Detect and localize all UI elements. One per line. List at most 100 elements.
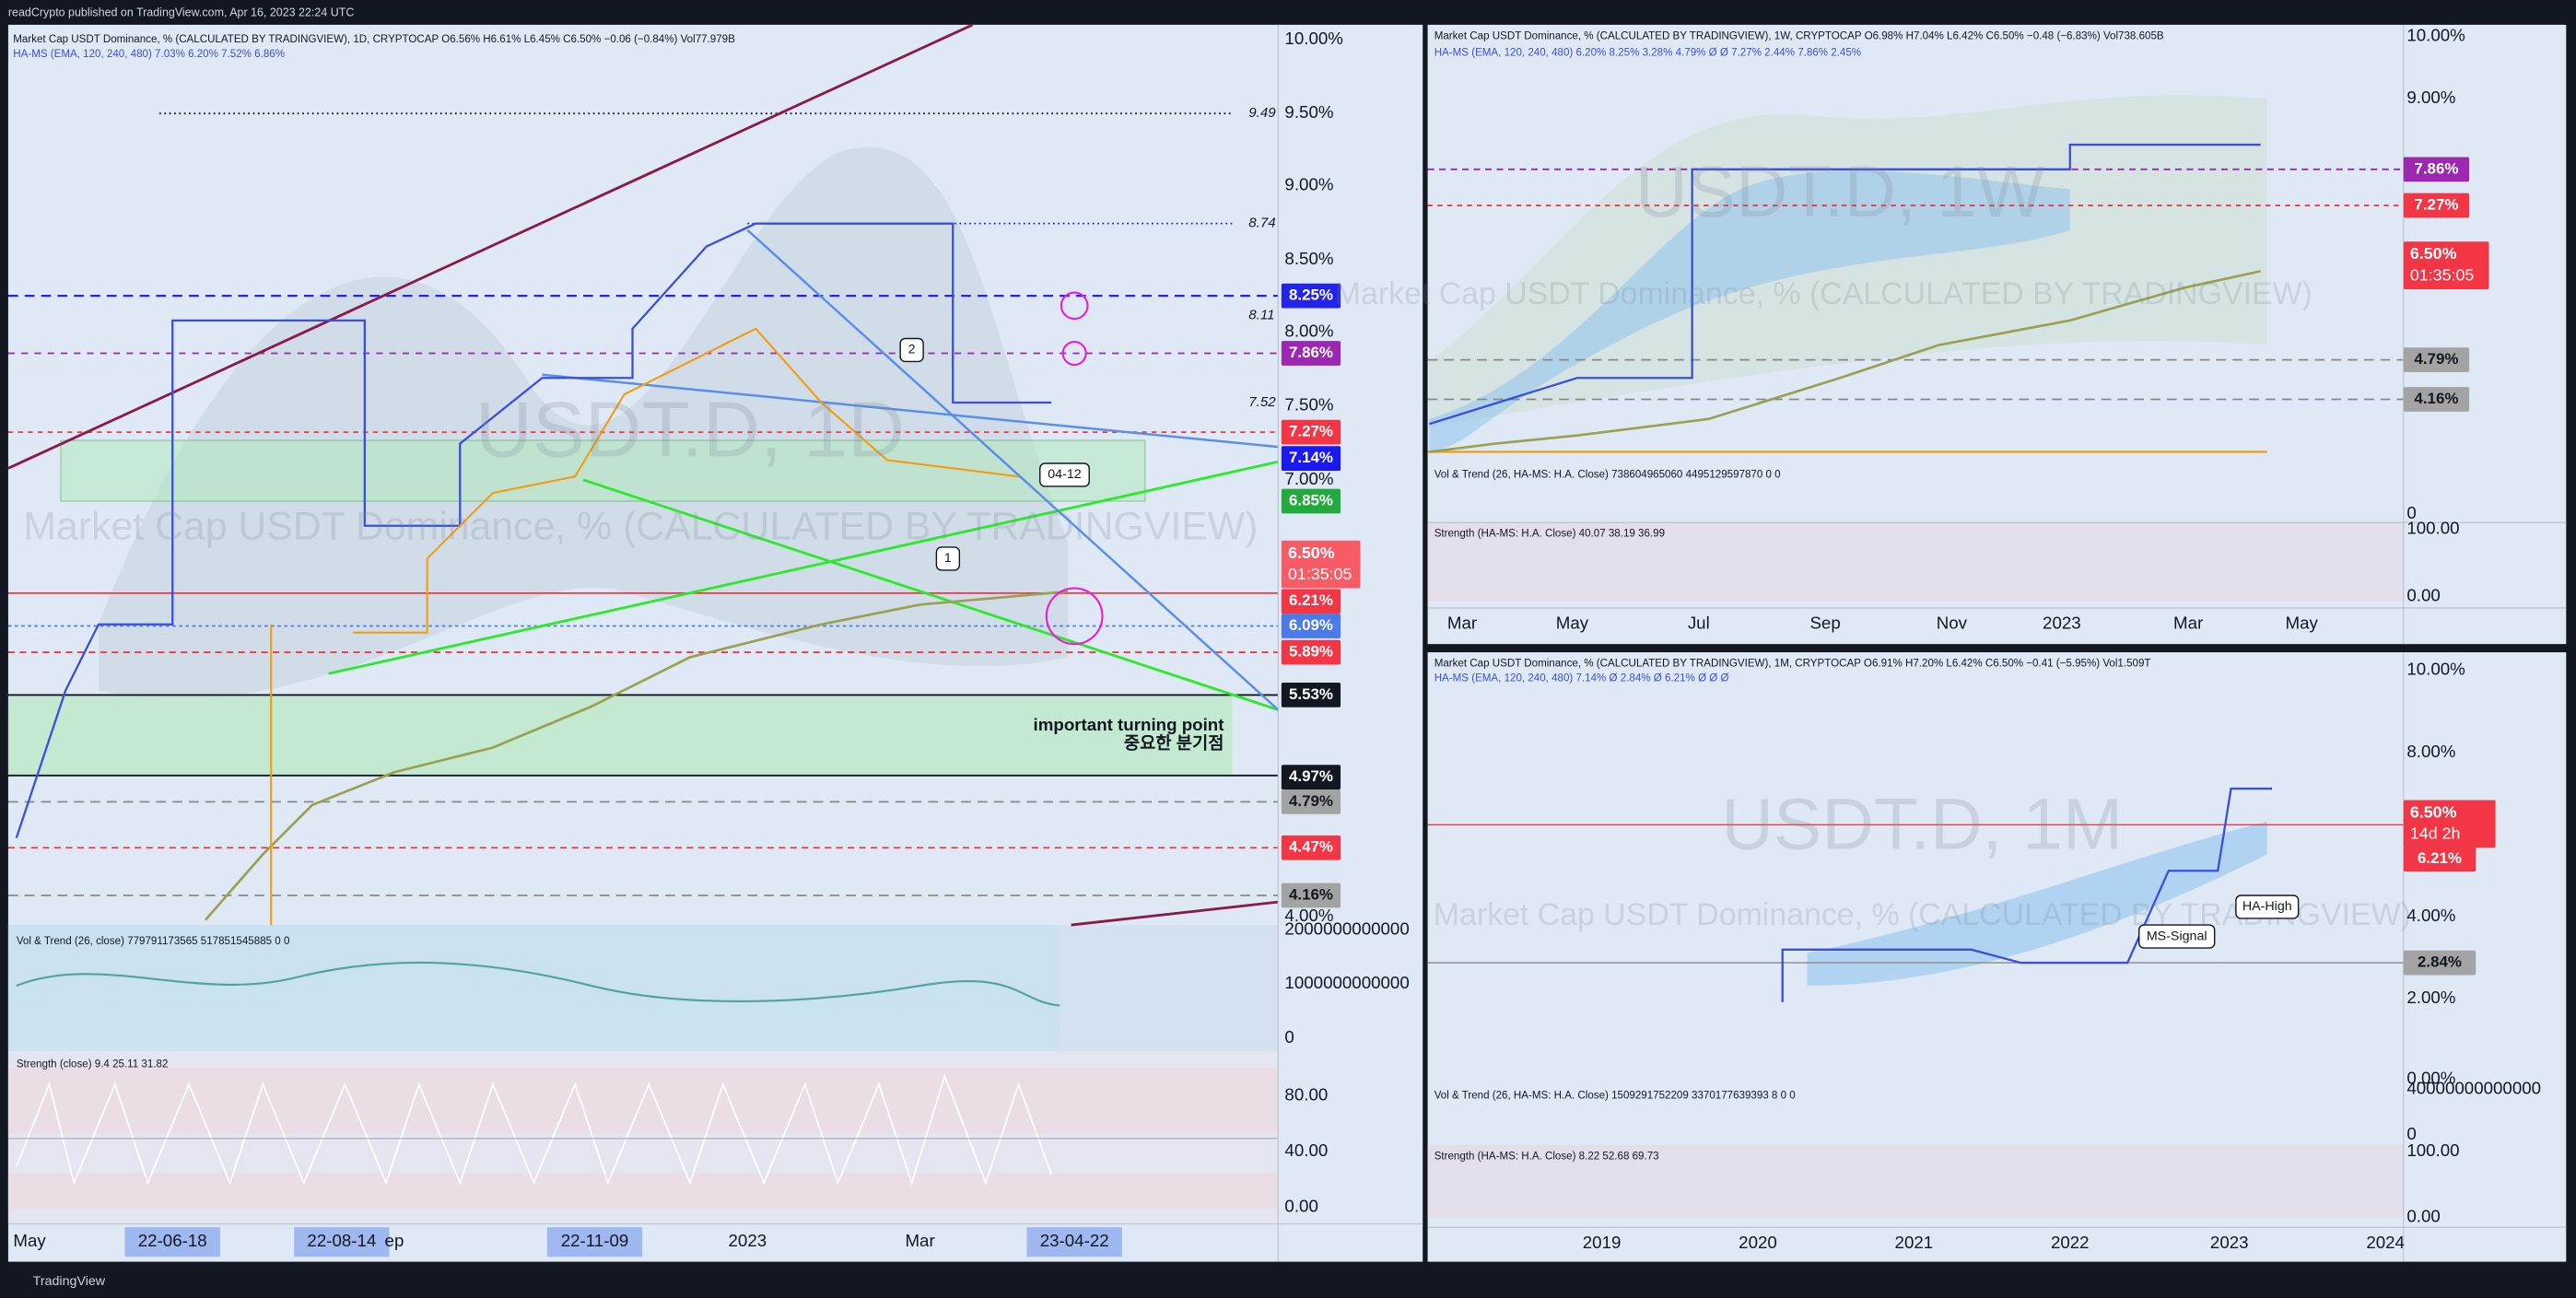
callout-text: 2 bbox=[908, 343, 916, 357]
time-axis-label: 22-08-14 bbox=[307, 1231, 376, 1250]
ema-line bbox=[1429, 270, 2261, 453]
time-highlight bbox=[294, 1227, 390, 1257]
price-axis-label: 8.00% bbox=[1284, 321, 1333, 340]
price-label bbox=[1281, 765, 1341, 789]
strength-axis-label: 0.00 bbox=[2406, 1206, 2440, 1225]
price-label bbox=[1281, 789, 1341, 814]
price-label bbox=[2403, 847, 2476, 872]
time-axis-label: 22-06-18 bbox=[138, 1231, 207, 1250]
zone-green bbox=[60, 439, 1146, 502]
legend: Market Cap USDT Dominance, % (CALCULATED… bbox=[1434, 659, 2151, 670]
price-label-text: 4.16% bbox=[1289, 885, 1333, 903]
price-label bbox=[1281, 639, 1341, 665]
watermark: USDT.D, 1W bbox=[1635, 151, 2045, 232]
level-note: 8.74 bbox=[1248, 216, 1275, 231]
time-axis-label: Mar bbox=[2173, 614, 2203, 633]
price-axis-label: 8.00% bbox=[2406, 742, 2455, 761]
time-highlight bbox=[1026, 1227, 1122, 1257]
price-label bbox=[1281, 589, 1341, 614]
trendline bbox=[1071, 900, 1279, 927]
time-axis-label: Mar bbox=[905, 1231, 934, 1250]
trendline bbox=[746, 228, 1280, 711]
cloud bbox=[1429, 170, 2070, 452]
price-label bbox=[1281, 283, 1341, 309]
price-label-text: 6.50% bbox=[2410, 803, 2457, 822]
price-label bbox=[1281, 446, 1341, 472]
zone bbox=[7, 1173, 1279, 1210]
price-axis-label: 4.00% bbox=[1284, 906, 1333, 925]
price-label bbox=[1281, 341, 1341, 366]
marker bbox=[1061, 340, 1087, 367]
trendline bbox=[7, 23, 974, 470]
time-axis-label: 2020 bbox=[1739, 1233, 1777, 1252]
price-label-text: 4.79% bbox=[2414, 350, 2458, 368]
callout bbox=[1039, 462, 1090, 487]
price-label-text: 6.21% bbox=[2418, 849, 2462, 867]
volume-axis-label: 2000000000000 bbox=[1284, 918, 1409, 938]
price-axis-label: 9.00% bbox=[2406, 88, 2455, 107]
time-axis-label: Mar bbox=[1447, 614, 1477, 633]
price-axis-label: 10.00% bbox=[2406, 660, 2465, 679]
price-label bbox=[2403, 193, 2470, 218]
price-axis-label: 8.50% bbox=[1284, 249, 1333, 268]
marker bbox=[1060, 291, 1089, 321]
weekly-drawings bbox=[1427, 24, 2567, 645]
price-label bbox=[1281, 419, 1341, 445]
price-axis-label: 10.00% bbox=[2406, 25, 2465, 44]
annotation: important turning point bbox=[1034, 715, 1224, 734]
callout bbox=[2235, 895, 2300, 919]
time-axis-label: 2023 bbox=[729, 1231, 767, 1250]
level-note: 7.52 bbox=[1248, 394, 1276, 410]
price-axis-label: 7.50% bbox=[1284, 395, 1333, 415]
time-axis-label: Sep bbox=[1809, 614, 1840, 633]
countdown: 01:35:05 bbox=[2410, 265, 2474, 284]
watermark: Market Cap USDT Dominance, % (CALCULATED… bbox=[23, 505, 1258, 549]
legend: HA-MS (EMA, 120, 240, 480) 7.03% 6.20% 7… bbox=[13, 49, 285, 60]
watermark: Market Cap USDT Dominance, % (CALCULATED… bbox=[1335, 276, 2313, 311]
zone bbox=[7, 1068, 1279, 1134]
time-axis-label: 2024 bbox=[2366, 1233, 2405, 1252]
price-label-text: 6.50% bbox=[1288, 544, 1335, 562]
price-label-text: 4.97% bbox=[1289, 767, 1333, 785]
trendline bbox=[328, 460, 1279, 675]
legend: HA-MS (EMA, 120, 240, 480) 7.14% Ø 2.84%… bbox=[1434, 673, 1729, 684]
ms-line bbox=[1429, 143, 2261, 426]
volume-legend: Vol & Trend (26, HA-MS: H.A. Close) 7386… bbox=[1434, 470, 1781, 481]
price-label bbox=[1281, 614, 1341, 638]
strength-legend: Strength (HA-MS: H.A. Close) 8.22 52.68 … bbox=[1434, 1152, 1659, 1163]
legend: Market Cap USDT Dominance, % (CALCULATED… bbox=[1434, 30, 2164, 41]
level-note: 9.49 bbox=[1248, 105, 1276, 121]
time-axis-label: 2023 bbox=[2043, 614, 2081, 633]
price-label bbox=[2403, 950, 2476, 976]
callout bbox=[899, 337, 924, 363]
annotation: 중요한 분기점 bbox=[1124, 733, 1224, 753]
price-label bbox=[1281, 540, 1361, 589]
marker bbox=[1045, 587, 1104, 646]
callout-text: 04-12 bbox=[1048, 467, 1082, 482]
volume-axis-label: 1000000000000 bbox=[1284, 973, 1409, 992]
volume-axis-label: 0 bbox=[2406, 1124, 2416, 1143]
price-label bbox=[2403, 387, 2470, 412]
watermark: USDT.D, 1D bbox=[475, 386, 905, 474]
price-label-text: 7.86% bbox=[1289, 344, 1333, 361]
price-axis-label: 0.00% bbox=[2406, 1069, 2455, 1088]
volume-legend: Vol & Trend (26, HA-MS: H.A. Close) 1509… bbox=[1434, 1091, 1796, 1102]
strength-pane bbox=[1427, 1145, 2404, 1218]
price-axis-label: 9.50% bbox=[1284, 102, 1333, 122]
callout bbox=[935, 546, 961, 571]
price-label-text: 7.14% bbox=[1289, 449, 1333, 466]
volume-axis-label: 40000000000000 bbox=[2406, 1078, 2541, 1097]
price-label bbox=[1281, 835, 1341, 860]
time-axis-label: 2023 bbox=[2210, 1233, 2249, 1252]
price-axis-label: 7.00% bbox=[1284, 469, 1333, 488]
trendline bbox=[582, 478, 1279, 711]
price-label-text: 6.09% bbox=[1289, 616, 1333, 634]
time-axis-label: May bbox=[2286, 614, 2319, 633]
legend: Market Cap USDT Dominance, % (CALCULATED… bbox=[13, 34, 735, 45]
watermark: USDT.D, 1M bbox=[1721, 783, 2123, 864]
callout-text: MS-Signal bbox=[2147, 929, 2207, 943]
strength-line bbox=[16, 1073, 1053, 1186]
time-axis-label: Jul bbox=[1688, 614, 1710, 633]
callout-text: 1 bbox=[944, 551, 952, 566]
